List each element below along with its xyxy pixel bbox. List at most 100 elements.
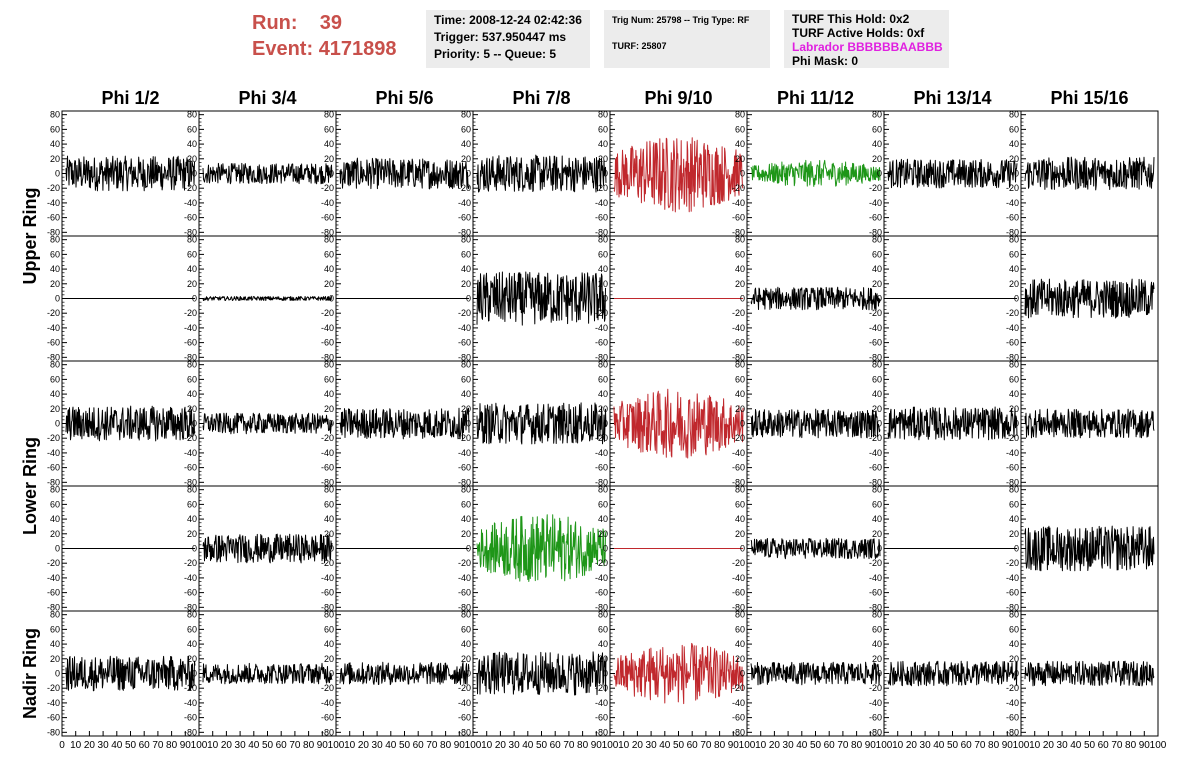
y-tick-label: 60 <box>50 374 60 384</box>
y-tick-label: -80 <box>47 477 60 487</box>
turf-text: TURF: 25807 <box>612 41 667 51</box>
y-tick-label: -40 <box>732 323 745 333</box>
waveform-trace <box>202 412 333 435</box>
y-tick-label: -20 <box>1006 433 1019 443</box>
x-tick-label: 20 <box>358 740 370 751</box>
x-tick-label: 50 <box>536 740 548 751</box>
y-tick-label: 80 <box>187 610 197 620</box>
y-tick-label: -80 <box>1006 477 1019 487</box>
x-tick-label: 90 <box>454 740 466 751</box>
y-tick-label: 40 <box>598 514 608 524</box>
waveform-trace <box>1024 278 1155 319</box>
y-tick-label: 60 <box>872 124 882 134</box>
x-tick-label: 60 <box>1098 740 1110 751</box>
y-tick-label: -40 <box>458 323 471 333</box>
y-tick-label: -60 <box>321 213 334 223</box>
y-tick-label: 40 <box>735 639 745 649</box>
x-tick-label: 10 <box>618 740 630 751</box>
y-tick-label: 80 <box>872 235 882 245</box>
y-tick-label: 80 <box>50 110 60 120</box>
y-tick-label: 80 <box>735 110 745 120</box>
y-tick-label: 0 <box>192 169 197 179</box>
y-tick-label: 40 <box>187 639 197 649</box>
x-tick-label: 0 <box>59 740 65 751</box>
y-tick-label: 60 <box>461 374 471 384</box>
y-tick-label: 40 <box>1009 264 1019 274</box>
y-tick-label: 40 <box>324 389 334 399</box>
y-tick-label: 20 <box>324 279 334 289</box>
y-tick-label: -40 <box>184 573 197 583</box>
y-tick-label: -20 <box>184 558 197 568</box>
y-tick-label: -80 <box>47 352 60 362</box>
y-tick-label: 40 <box>872 264 882 274</box>
y-tick-label: 60 <box>872 249 882 259</box>
x-tick-label: 60 <box>550 740 562 751</box>
y-tick-label: -20 <box>458 308 471 318</box>
y-tick-label: 0 <box>466 294 471 304</box>
y-tick-label: 20 <box>187 654 197 664</box>
x-tick-label: 40 <box>111 740 123 751</box>
y-tick-label: 40 <box>1009 139 1019 149</box>
y-tick-label: -40 <box>869 448 882 458</box>
x-tick-label: 50 <box>1084 740 1096 751</box>
y-tick-label: 80 <box>1009 485 1019 495</box>
y-tick-label: -60 <box>184 713 197 723</box>
waveform-trace <box>1024 660 1155 687</box>
y-tick-label: -20 <box>321 558 334 568</box>
y-tick-label: -80 <box>595 602 608 612</box>
y-tick-label: 60 <box>461 124 471 134</box>
y-tick-label: -80 <box>47 727 60 737</box>
y-tick-label: -40 <box>1006 323 1019 333</box>
y-tick-label: -60 <box>869 588 882 598</box>
y-tick-label: -60 <box>321 588 334 598</box>
y-tick-label: -20 <box>732 558 745 568</box>
run-value: 39 <box>319 12 343 34</box>
y-tick-label: 0 <box>55 294 60 304</box>
y-tick-label: -40 <box>732 698 745 708</box>
y-tick-label: 60 <box>461 499 471 509</box>
y-tick-label: 20 <box>872 154 882 164</box>
y-tick-label: 60 <box>187 374 197 384</box>
y-tick-label: 0 <box>1014 294 1019 304</box>
y-tick-label: -40 <box>595 448 608 458</box>
y-tick-label: -60 <box>1006 213 1019 223</box>
y-tick-label: 40 <box>324 264 334 274</box>
y-tick-label: -60 <box>47 588 60 598</box>
x-tick-label: 100 <box>602 740 619 751</box>
y-tick-label: 0 <box>192 669 197 679</box>
y-tick-label: -20 <box>732 683 745 693</box>
x-tick-label: 60 <box>824 740 836 751</box>
y-tick-label: 0 <box>1014 169 1019 179</box>
x-tick-label: 10 <box>344 740 356 751</box>
y-tick-label: 40 <box>187 264 197 274</box>
y-tick-label: 40 <box>598 139 608 149</box>
y-tick-label: 80 <box>598 360 608 370</box>
waveform-trace <box>887 158 1018 189</box>
y-tick-label: 40 <box>461 389 471 399</box>
y-tick-label: -80 <box>458 602 471 612</box>
turf-active-text: TURF Active Holds: 0xf <box>792 26 925 40</box>
y-tick-label: 80 <box>461 360 471 370</box>
y-tick-label: -40 <box>321 698 334 708</box>
waveform-trace <box>476 271 607 326</box>
y-tick-label: -40 <box>595 573 608 583</box>
y-tick-label: -20 <box>321 433 334 443</box>
waveform-trace <box>750 537 881 560</box>
waveform-trace <box>476 651 607 696</box>
y-tick-label: 20 <box>1009 529 1019 539</box>
y-tick-label: 60 <box>1009 374 1019 384</box>
x-tick-label: 70 <box>563 740 575 751</box>
y-tick-label: 0 <box>1014 544 1019 554</box>
y-tick-label: 40 <box>50 264 60 274</box>
y-tick-label: -80 <box>184 602 197 612</box>
trigger-text: Trigger: 537.950447 ms <box>434 30 567 44</box>
y-tick-label: 20 <box>598 154 608 164</box>
y-tick-label: 0 <box>466 669 471 679</box>
y-tick-label: 0 <box>466 544 471 554</box>
waveform-trace <box>476 402 607 445</box>
y-tick-label: 80 <box>461 610 471 620</box>
x-tick-label: 50 <box>125 740 137 751</box>
y-tick-label: 80 <box>50 235 60 245</box>
y-tick-label: -20 <box>321 683 334 693</box>
